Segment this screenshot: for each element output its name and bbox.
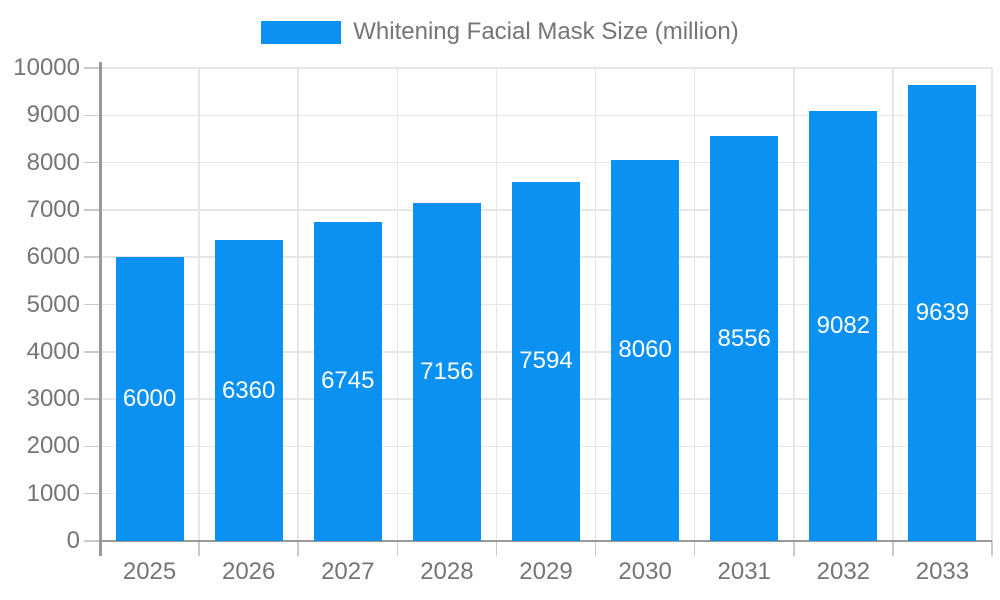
bar-2033 (908, 85, 977, 541)
bar-value-label: 6360 (221, 376, 276, 404)
y-tick (84, 540, 100, 542)
bar-2030 (611, 159, 680, 541)
y-tick (84, 303, 100, 306)
y-tick (84, 445, 100, 448)
bar-value-label: 6000 (122, 385, 177, 413)
bar-2032 (809, 111, 878, 541)
y-tick (84, 256, 100, 258)
y-axis-label: 10000 (13, 54, 80, 81)
gridline-v (793, 68, 795, 541)
y-axis-label: 6000 (26, 243, 80, 271)
gridline-v (396, 68, 399, 541)
x-axis-label: 2026 (221, 558, 276, 585)
bar-value-label: 8556 (717, 324, 771, 352)
x-tick (693, 541, 696, 556)
bar-2025 (115, 257, 184, 541)
gridline-v (991, 68, 993, 541)
bar-2027 (313, 221, 382, 541)
gridline-h (100, 114, 992, 117)
gridline-v (198, 68, 200, 541)
gridline-v (495, 68, 498, 541)
bar-value-label: 9639 (915, 299, 970, 327)
gridline-h (100, 67, 992, 69)
y-axis-line (99, 62, 102, 556)
x-axis-label: 2029 (519, 558, 573, 585)
x-tick (991, 541, 993, 556)
bar-value-label: 9082 (816, 312, 871, 340)
y-axis-label: 1000 (26, 479, 80, 507)
y-tick (84, 67, 100, 69)
y-axis-label: 2000 (26, 432, 80, 460)
x-axis-label: 2032 (816, 558, 871, 585)
legend-label: Whitening Facial Mask Size (million) (353, 18, 739, 45)
bar-2028 (412, 202, 481, 541)
gridline-v (693, 68, 696, 541)
bar-2031 (710, 136, 779, 541)
y-tick (84, 492, 100, 495)
x-axis-label: 2027 (321, 558, 375, 585)
bar-value-label: 8060 (618, 336, 672, 364)
bar-2026 (214, 240, 283, 541)
bar-2029 (512, 181, 580, 541)
y-tick (84, 209, 100, 211)
y-tick (84, 351, 100, 353)
x-tick (297, 541, 299, 556)
x-tick (198, 541, 200, 556)
legend-swatch (261, 20, 342, 44)
y-tick (84, 398, 100, 400)
x-tick (793, 541, 795, 556)
x-tick (594, 541, 597, 556)
x-axis-label: 2025 (122, 558, 177, 585)
bar-value-label: 7594 (519, 347, 573, 375)
gridline-h (100, 161, 992, 164)
x-axis-label: 2033 (915, 558, 970, 585)
y-axis-label: 7000 (26, 195, 80, 223)
legend[interactable]: Whitening Facial Mask Size (million) (0, 18, 1000, 46)
x-axis-label: 2028 (420, 558, 474, 585)
y-axis-label: 5000 (26, 290, 80, 318)
x-axis-label: 2031 (717, 558, 771, 585)
y-axis-label: 0 (66, 527, 80, 554)
gridline-v (892, 68, 894, 541)
y-tick (84, 114, 100, 117)
bar-value-label: 7156 (420, 357, 474, 385)
x-axis-line (100, 540, 992, 542)
y-axis-label: 4000 (26, 337, 80, 365)
x-tick (396, 541, 399, 556)
x-axis-label: 2030 (618, 558, 672, 585)
x-tick (495, 541, 498, 556)
y-axis-label: 8000 (26, 148, 80, 176)
gridline-v (297, 68, 299, 541)
bar-value-label: 6745 (321, 367, 375, 395)
gridline-v (594, 68, 597, 541)
y-axis-label: 9000 (26, 101, 80, 129)
y-tick (84, 161, 100, 164)
x-tick (892, 541, 894, 556)
y-axis-label: 3000 (26, 385, 80, 413)
